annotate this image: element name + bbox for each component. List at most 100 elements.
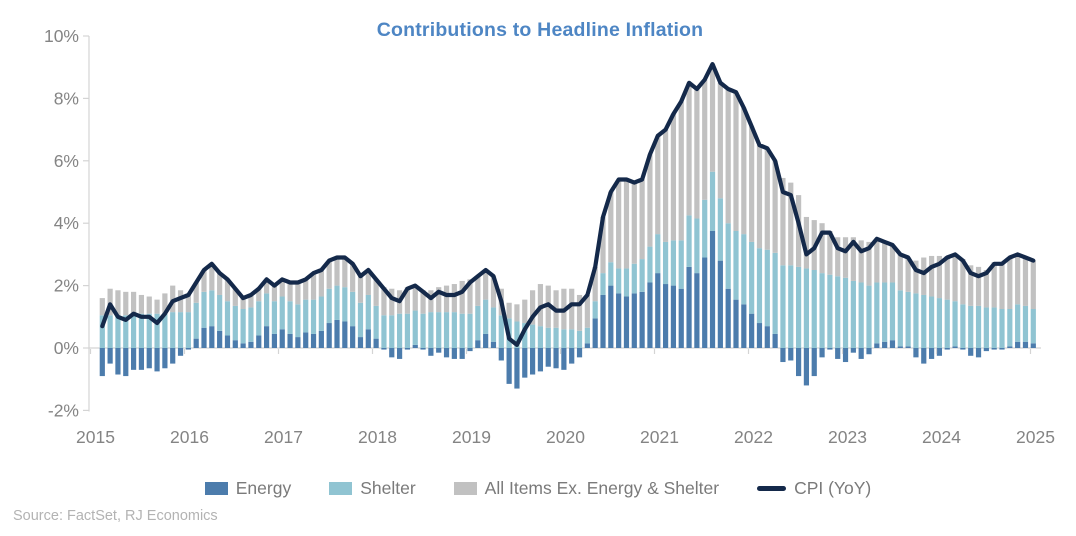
bar-core — [404, 287, 411, 314]
bar-energy — [279, 329, 285, 348]
bar-energy — [467, 348, 473, 352]
bar-core — [780, 177, 786, 266]
bar-shelter — [240, 309, 246, 344]
bar-shelter — [678, 240, 684, 289]
bar-shelter — [616, 268, 622, 294]
bar-shelter — [553, 327, 559, 348]
bar-shelter — [842, 277, 849, 348]
x-axis-label: 2022 — [734, 427, 773, 447]
bar-shelter — [475, 305, 481, 341]
bar-core — [256, 288, 262, 302]
bar-core — [162, 293, 168, 314]
bar-core — [670, 114, 677, 241]
bar-shelter — [232, 305, 238, 341]
bar-shelter — [1015, 304, 1021, 342]
bar-core — [975, 266, 982, 306]
bar-shelter — [952, 301, 958, 347]
bar-core — [185, 293, 191, 313]
bar-energy — [217, 330, 223, 348]
bar-core — [874, 238, 880, 283]
bar-core — [193, 282, 199, 303]
bar-shelter — [498, 315, 504, 348]
bar-shelter — [655, 234, 661, 274]
bar-energy — [850, 348, 856, 353]
bar-shelter — [287, 301, 293, 334]
bar-shelter — [686, 215, 692, 267]
x-axis-label: 2015 — [76, 427, 115, 447]
bar-energy — [733, 299, 739, 348]
bar-shelter — [537, 326, 544, 348]
bar-core — [631, 182, 637, 264]
bar-energy — [874, 343, 880, 348]
bar-shelter — [177, 312, 184, 348]
bar-core — [952, 254, 958, 302]
bar-shelter — [600, 273, 606, 295]
y-axis-label: 6% — [54, 151, 79, 171]
bar-energy — [1030, 343, 1036, 348]
bar-shelter — [420, 313, 426, 348]
bar-shelter — [709, 171, 716, 231]
bar-core — [263, 279, 270, 294]
bar-energy — [897, 346, 903, 348]
bar-shelter — [310, 299, 317, 334]
bar-energy — [240, 343, 246, 348]
bar-energy — [310, 333, 317, 348]
bar-shelter — [217, 294, 223, 331]
bar-shelter — [819, 273, 825, 348]
bar-energy — [146, 348, 152, 369]
bar-shelter — [991, 307, 997, 348]
bar-energy — [616, 293, 622, 348]
bar-core — [803, 216, 810, 269]
bar-energy — [600, 294, 606, 348]
bar-shelter — [827, 274, 833, 348]
bar-core — [248, 294, 254, 308]
bar-energy — [882, 341, 888, 348]
bar-energy — [655, 273, 661, 348]
bar-shelter — [326, 288, 332, 324]
bar-energy — [514, 348, 520, 389]
bar-shelter — [749, 241, 755, 314]
legend-item-shelter: Shelter — [329, 478, 416, 499]
bar-shelter — [522, 323, 528, 348]
bar-shelter — [514, 321, 520, 348]
bar-shelter — [639, 259, 645, 292]
bar-shelter — [608, 262, 614, 286]
bar-core — [490, 276, 497, 308]
bar-shelter — [350, 291, 356, 327]
legend-swatch-shelter — [329, 482, 353, 495]
bar-core — [764, 148, 770, 250]
bar-shelter — [107, 315, 113, 348]
bar-core — [623, 179, 630, 269]
bar-core — [576, 294, 583, 331]
bar-core — [123, 291, 129, 316]
x-axis-label: 2024 — [922, 427, 961, 447]
bar-shelter — [279, 296, 285, 330]
bar-energy — [584, 343, 590, 348]
bar-core — [271, 285, 278, 302]
x-axis-label: 2018 — [358, 427, 397, 447]
bar-shelter — [99, 315, 105, 348]
bar-energy — [968, 348, 974, 356]
bar-energy — [248, 341, 254, 348]
bar-shelter — [123, 315, 129, 348]
bar-shelter — [295, 304, 301, 338]
bar-shelter — [193, 302, 199, 339]
bar-core — [678, 101, 684, 241]
bar-shelter — [811, 270, 817, 348]
legend-item-energy: Energy — [204, 478, 291, 499]
bar-energy — [1015, 341, 1021, 348]
bar-core — [709, 64, 716, 172]
bar-core — [889, 245, 896, 283]
bar-energy — [130, 348, 137, 370]
bar-energy — [788, 348, 794, 361]
bar-core — [647, 154, 653, 247]
bar-energy — [498, 348, 504, 361]
bar-core — [115, 290, 121, 316]
bar-energy — [107, 348, 113, 364]
bar-energy — [725, 288, 731, 348]
bar-core — [694, 89, 700, 219]
bar-energy — [780, 348, 786, 363]
bar-shelter — [882, 282, 888, 342]
bar-shelter — [357, 302, 364, 338]
bar-core — [1015, 254, 1021, 305]
